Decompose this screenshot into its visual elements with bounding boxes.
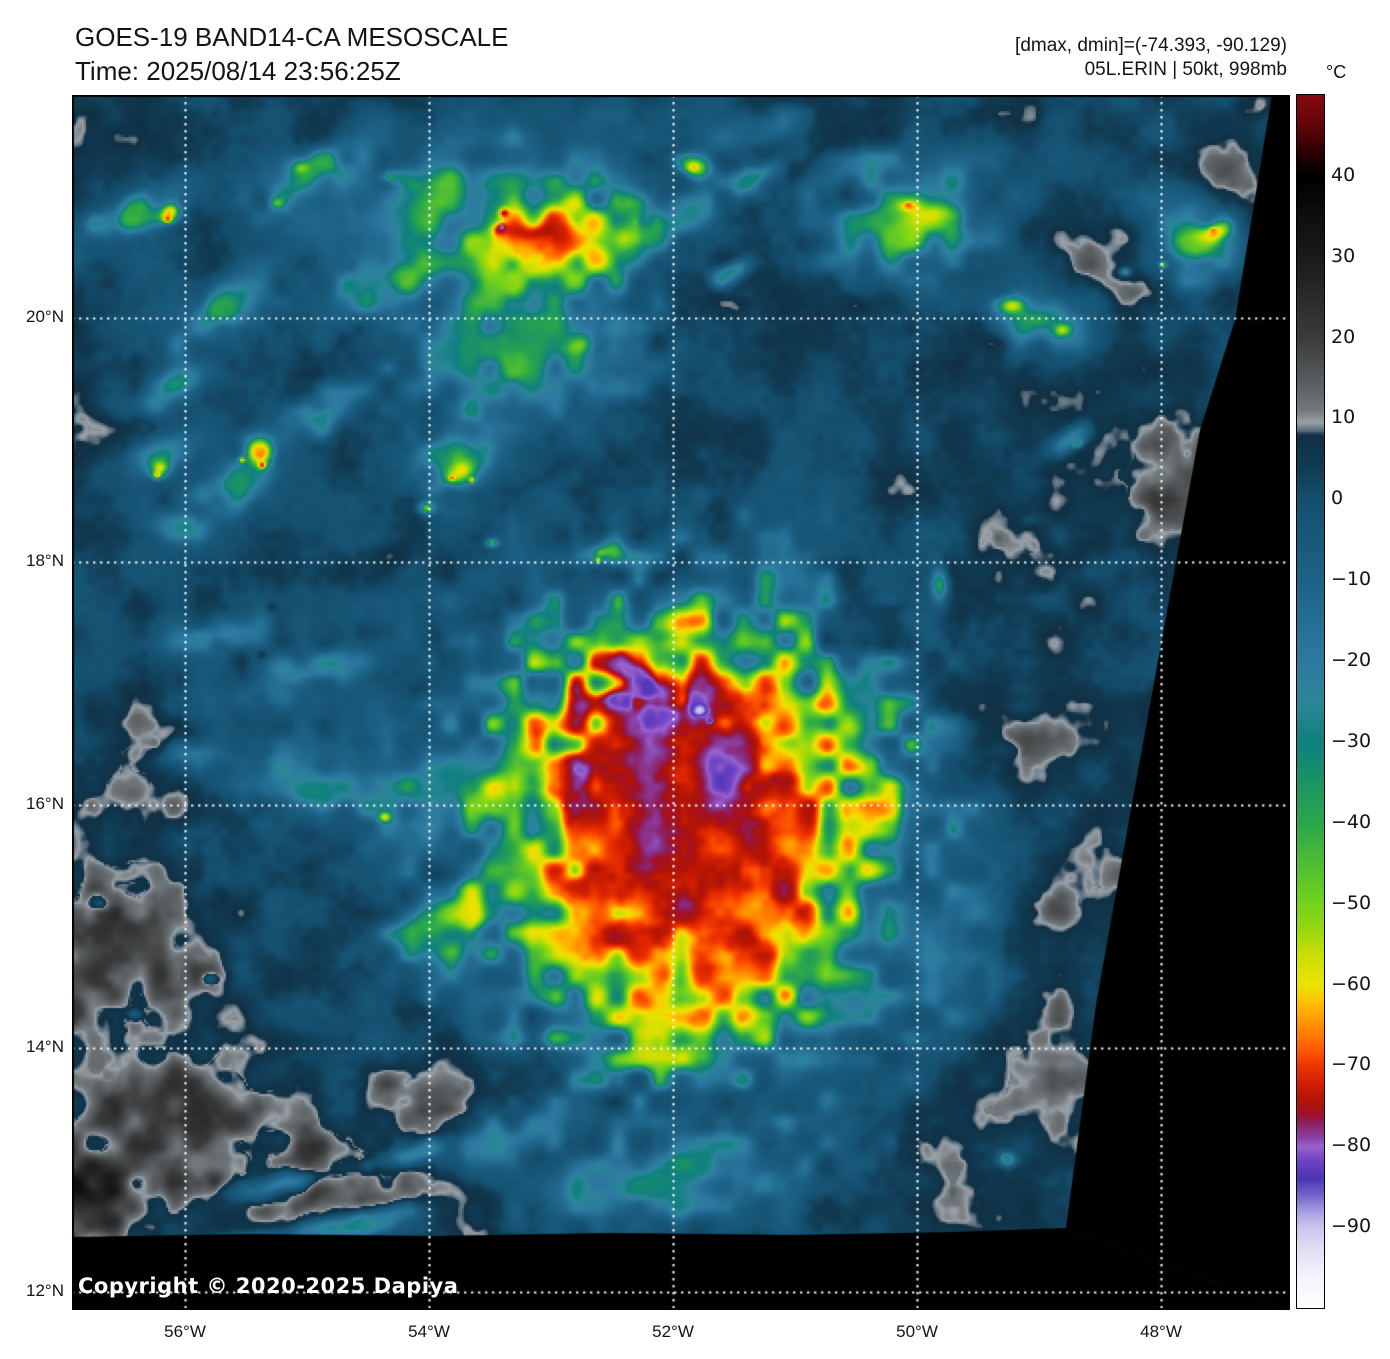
lat-label: 16°N: [26, 794, 64, 813]
lon-label: 50°W: [896, 1322, 938, 1341]
colorbar-tick: 30: [1331, 244, 1356, 267]
lat-label: 12°N: [26, 1281, 64, 1300]
colorbar-tick: −60: [1331, 972, 1372, 995]
page-title: GOES-19 BAND14-CA MESOSCALE: [75, 22, 509, 52]
timestamp: Time: 2025/08/14 23:56:25Z: [75, 56, 401, 86]
dmax-dmin-readout: [dmax, dmin]=(-74.393, -90.129): [1015, 35, 1287, 56]
lon-label: 52°W: [652, 1322, 694, 1341]
colorbar-tick: −20: [1331, 649, 1372, 672]
colorbar-tick: −80: [1331, 1134, 1372, 1157]
colorbar: [1296, 94, 1325, 1309]
colorbar-tick: 40: [1331, 163, 1356, 186]
colorbar-tick: −70: [1331, 1053, 1372, 1076]
storm-status-readout: 05L.ERIN | 50kt, 998mb: [1084, 59, 1287, 80]
lat-label: 14°N: [26, 1037, 64, 1056]
satellite-imagery-canvas: [72, 95, 1290, 1310]
colorbar-unit-label: °C: [1326, 62, 1347, 82]
lat-label: 18°N: [26, 551, 64, 570]
colorbar-tick: 20: [1331, 325, 1356, 348]
colorbar-tick: 10: [1331, 406, 1356, 429]
lon-label: 54°W: [408, 1322, 450, 1341]
copyright-notice: Copyright © 2020-2025 Dapiya: [78, 1274, 459, 1298]
colorbar-tick: −50: [1331, 891, 1372, 914]
colorbar-tick: 0: [1331, 487, 1344, 510]
colorbar-tick: −10: [1331, 568, 1372, 591]
lon-label: 56°W: [164, 1322, 206, 1341]
colorbar-tick: −40: [1331, 810, 1372, 833]
satellite-map: [72, 95, 1290, 1310]
colorbar-tick: −90: [1331, 1215, 1372, 1238]
lon-label: 48°W: [1140, 1322, 1182, 1341]
colorbar-tick: −30: [1331, 729, 1372, 752]
lat-label: 20°N: [26, 307, 64, 326]
